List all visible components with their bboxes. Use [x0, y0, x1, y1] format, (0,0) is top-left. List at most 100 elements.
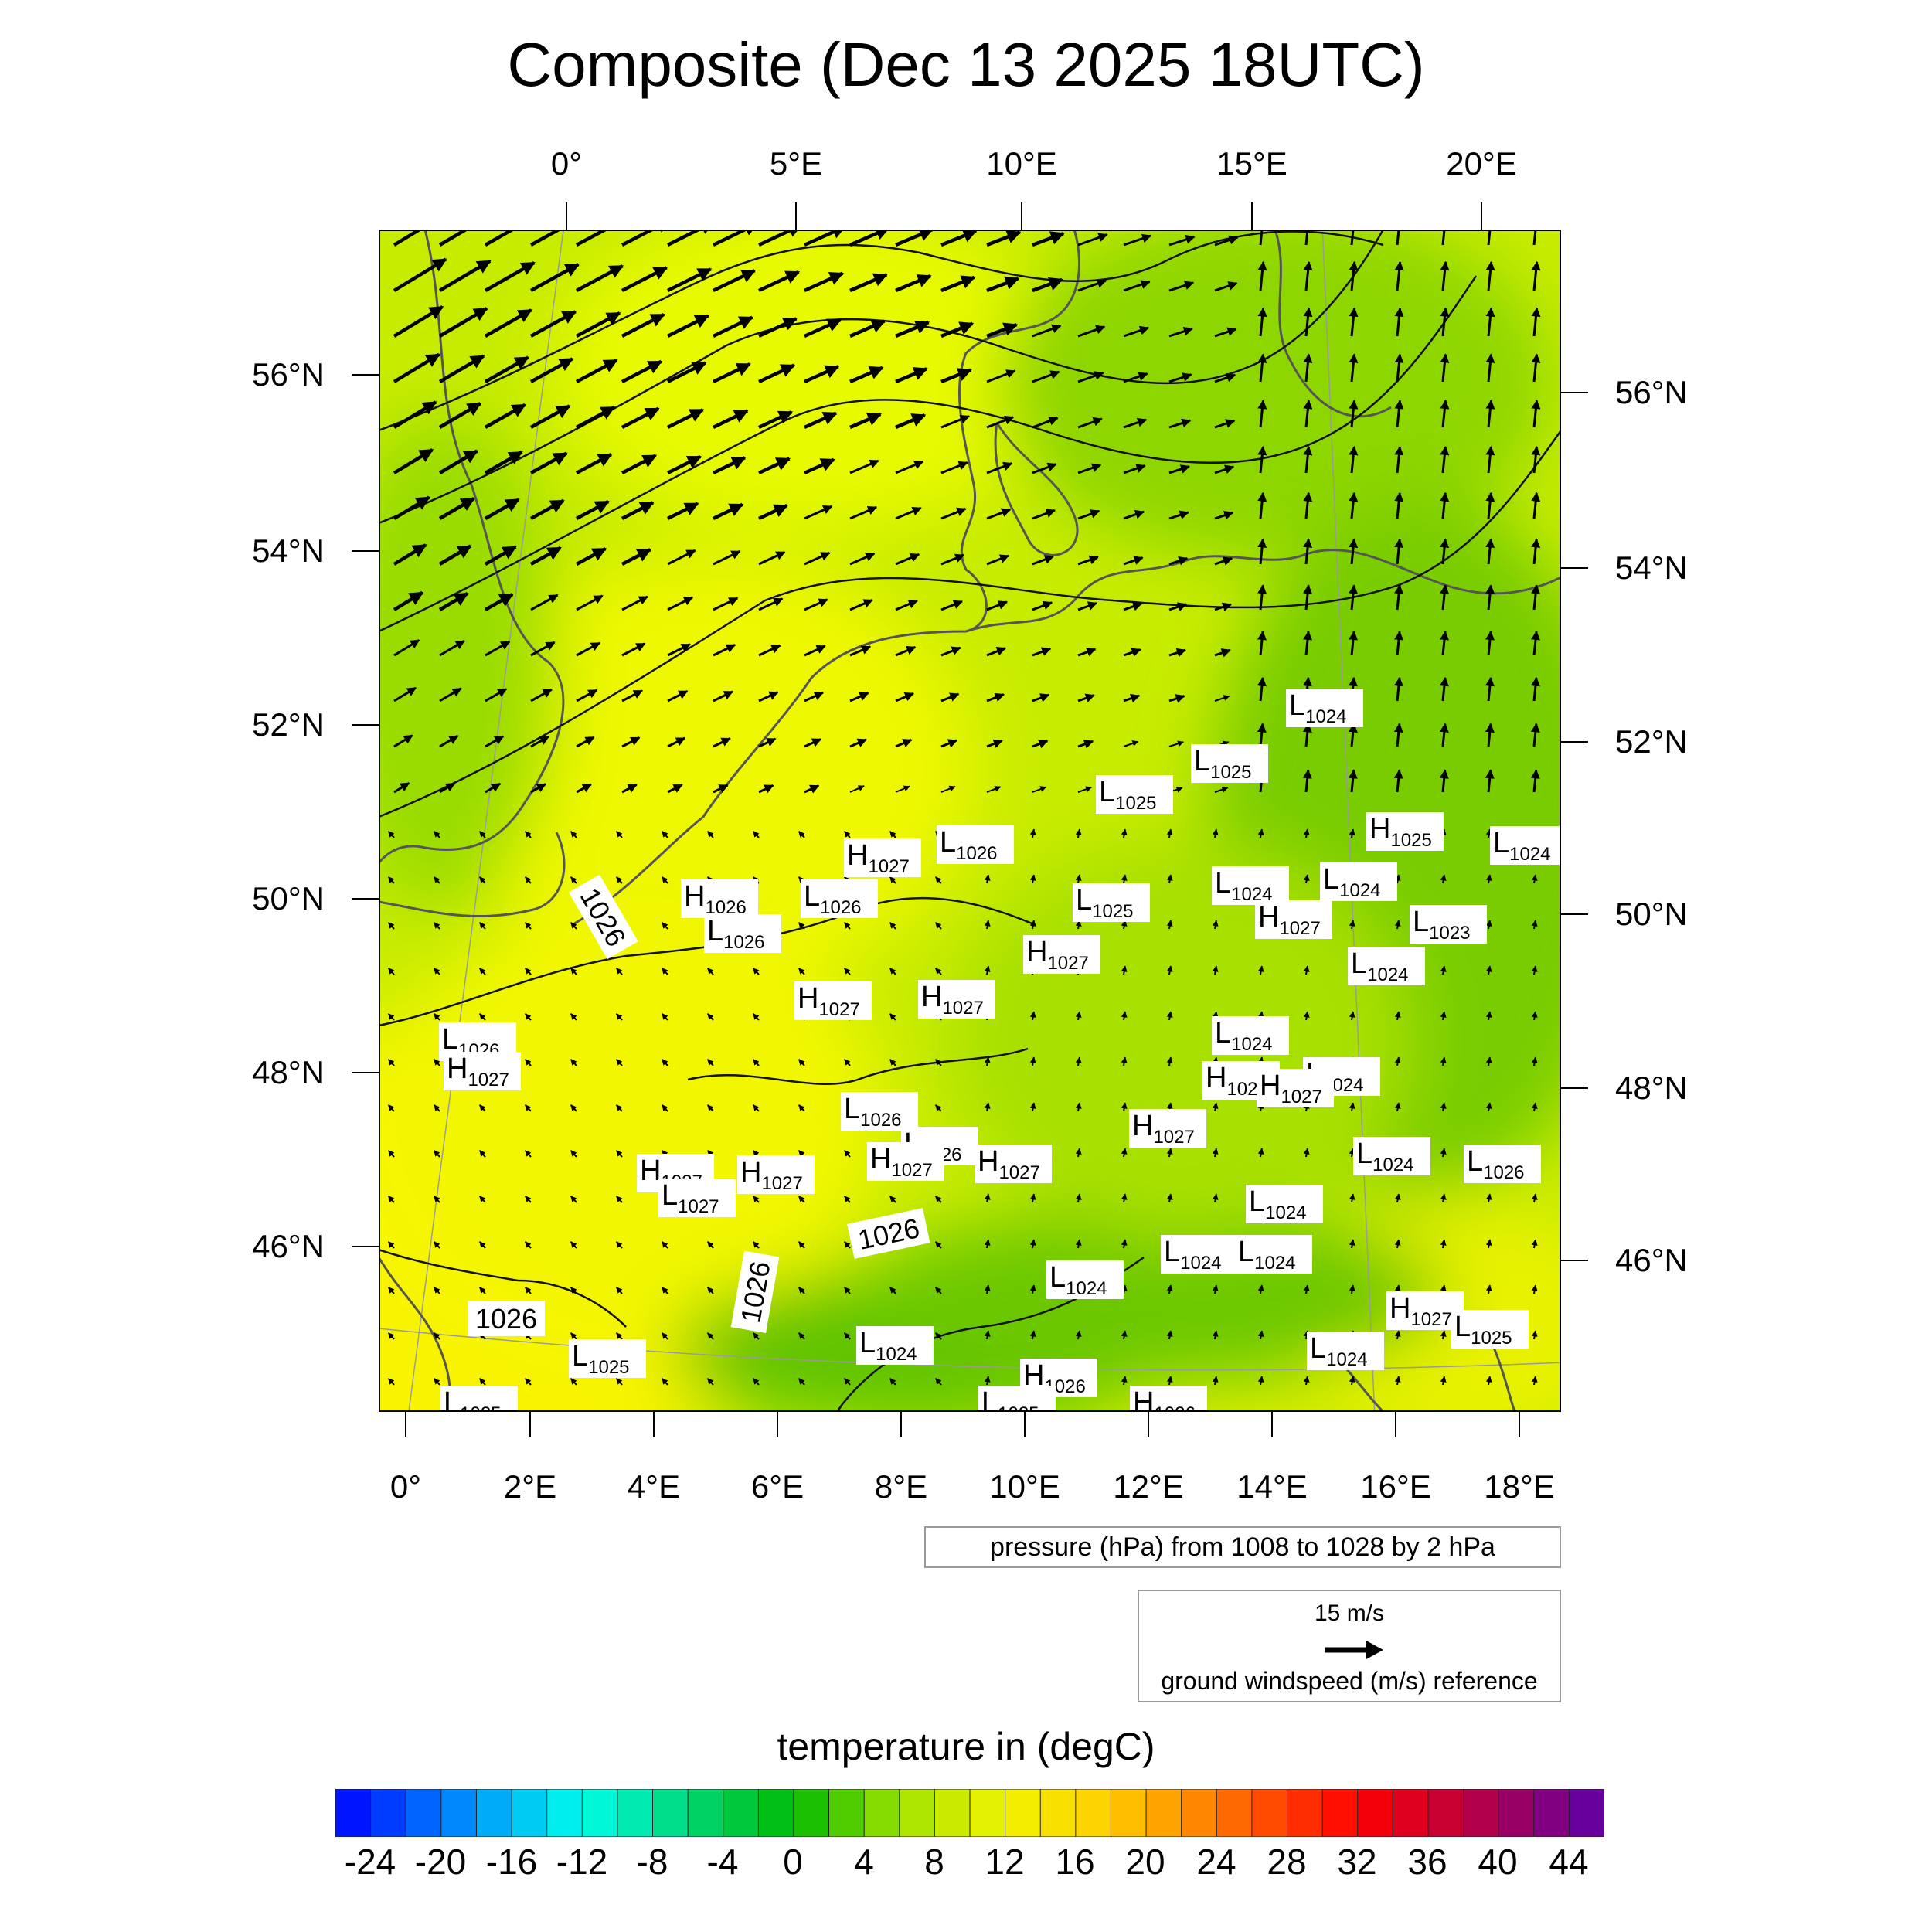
contour-labels: 1026 1026 1026 1026: [468, 874, 930, 1336]
wind-arrow: [986, 416, 1015, 429]
wind-arrow: [1303, 1011, 1310, 1021]
colorbar-swatch: [370, 1789, 407, 1837]
wind-arrow: [433, 1150, 440, 1158]
wind-arrow: [1394, 307, 1404, 337]
wind-arrow: [621, 689, 643, 702]
wind-arrow: [758, 317, 798, 338]
wind-arrow: [1077, 555, 1099, 566]
wind-arrow: [1257, 445, 1267, 474]
wind-arrow: [1303, 584, 1313, 611]
map-panel[interactable]: 1026 1026 1026 1026 L1024 L1025 L1025 H1…: [379, 230, 1561, 1412]
wind-arrow: [1032, 693, 1050, 702]
wind-arrow: [889, 1378, 896, 1386]
wind-arrow: [478, 1196, 486, 1203]
wind-arrow: [1440, 353, 1450, 383]
wind-arrow: [1485, 307, 1495, 337]
wind-arrow: [1257, 676, 1267, 702]
pressure-center-label: L1027: [662, 1179, 719, 1217]
wind-arrow: [1166, 1284, 1173, 1294]
wind-arrow: [713, 737, 731, 748]
wind-arrow: [843, 968, 851, 975]
colorbar-label: 8: [924, 1842, 944, 1882]
wind-arrow: [1214, 419, 1236, 429]
wind-arrow: [393, 590, 424, 611]
pressure-center-label: L1026: [1467, 1145, 1525, 1183]
wind-arrow: [1123, 280, 1151, 292]
wind-arrow: [1029, 1056, 1036, 1066]
colorbar-swatch: [934, 1789, 971, 1837]
wind-arrow: [661, 1332, 668, 1340]
colorbar-swatch: [1216, 1789, 1253, 1837]
wind-arrow: [484, 451, 523, 474]
wind-arrow: [661, 1378, 668, 1386]
wind-arrow: [1349, 631, 1358, 656]
lon-label-bottom: 4°E: [627, 1468, 681, 1505]
colorbar-swatch: [511, 1789, 548, 1837]
wind-arrow: [1485, 769, 1495, 793]
wind-arrow: [387, 922, 395, 930]
wind-arrow: [1440, 631, 1449, 656]
wind-arrow: [393, 639, 420, 657]
wind-arrow: [1303, 828, 1310, 838]
wind-arrow: [576, 736, 595, 748]
wind-arrow: [484, 403, 526, 429]
wind-arrow: [940, 739, 958, 748]
wind-arrow: [433, 922, 440, 930]
wind-arrow: [666, 502, 699, 521]
wind-arrow: [1075, 1330, 1082, 1340]
wind-arrow: [986, 739, 1003, 748]
wind-arrow: [530, 783, 547, 794]
pressure-center-label: L1024: [1249, 1185, 1307, 1223]
colorbar-swatch: [969, 1789, 1006, 1837]
wind-arrow: [570, 1104, 577, 1112]
wind-arrow: [984, 1330, 991, 1340]
wind-arrow: [1303, 260, 1313, 291]
colorbar-swatch: [405, 1789, 442, 1837]
wind-arrow: [439, 734, 459, 748]
wind-arrow: [576, 689, 598, 702]
colorbar-swatch: [687, 1789, 724, 1837]
lon-label-top: 15°E: [1216, 145, 1287, 182]
wind-arrow: [1212, 1193, 1219, 1203]
wind-arrow: [1349, 828, 1355, 838]
wind-arrow: [752, 1332, 760, 1340]
wind-arrow: [1257, 353, 1267, 383]
wind-arrow: [843, 1332, 851, 1340]
wind-arrow: [713, 549, 741, 566]
lat-label-left: 48°N: [252, 1054, 325, 1090]
wind-arrow: [1212, 920, 1219, 930]
wind-arrow: [1485, 1193, 1492, 1203]
wind-arrow: [570, 922, 577, 930]
wind-arrow: [758, 551, 786, 566]
wind-arrow: [1214, 602, 1233, 612]
wind-arrow: [940, 230, 978, 247]
wind-arrow: [524, 1013, 532, 1021]
pressure-center-label: H1027: [847, 839, 910, 877]
wind-arrow: [1349, 1102, 1355, 1112]
lon-label-bottom: 2°E: [503, 1468, 557, 1505]
wind-arrow: [1123, 372, 1148, 383]
wind-arrow: [1531, 1011, 1538, 1021]
wind-arrow: [1077, 417, 1103, 429]
wind-arrow: [1485, 1239, 1492, 1249]
wind-arrow: [1168, 326, 1193, 338]
wind-arrow: [615, 1104, 623, 1112]
wind-arrow: [484, 355, 529, 383]
wind-arrow: [661, 876, 668, 884]
wind-arrow: [621, 406, 660, 429]
wind-arrow: [798, 1287, 805, 1294]
wind-arrow: [439, 687, 462, 702]
wind-arrow: [1394, 492, 1404, 519]
wind-arrow: [1303, 492, 1313, 519]
wind-arrow: [1257, 400, 1267, 428]
wind-arrow: [1257, 723, 1267, 747]
colorbar-title: temperature in (degC): [777, 1725, 1155, 1768]
wind-arrow: [1531, 1056, 1538, 1066]
wind-arrow: [1032, 417, 1059, 429]
wind-arrow: [1032, 647, 1052, 657]
wind-arrow: [1440, 965, 1447, 975]
colorbar-swatch: [440, 1789, 478, 1837]
graticule: [379, 230, 1561, 1412]
wind-arrow: [393, 495, 430, 520]
wind-arrow: [1257, 631, 1267, 656]
